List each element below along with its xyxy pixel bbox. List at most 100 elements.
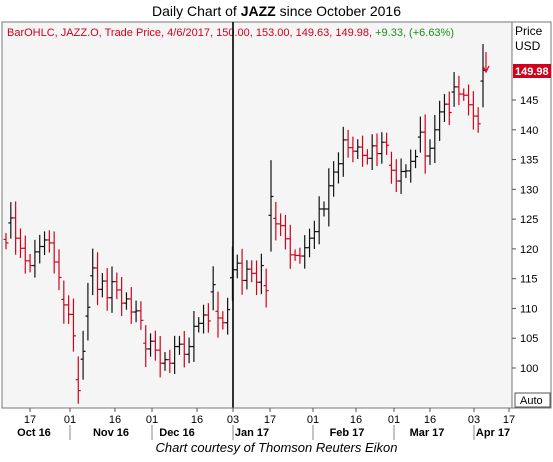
info-prefix: BarOHLC, JAZZ.O, Trade Price, 4/6/2017, … [7, 27, 375, 39]
chart-title: Daily Chart of JAZZ since October 2016 [0, 3, 553, 19]
y-tick-label: 140 [520, 125, 538, 137]
ohlc-bar [461, 88, 467, 101]
ohlc-bar [148, 333, 154, 357]
y-tick-label: 120 [520, 244, 538, 256]
title-prefix: Daily Chart of [152, 3, 241, 19]
x-tick-label: 16 [109, 414, 121, 426]
month-label: Dec 16 [159, 427, 194, 439]
ohlc-bar [210, 266, 216, 311]
ohlc-bar [109, 266, 115, 313]
ohlc-bar [95, 252, 101, 306]
ohlc-bar [56, 249, 62, 291]
ohlc-bar [181, 331, 187, 368]
info-change: +9.33, (+6.63%) [375, 27, 454, 39]
ohlc-bar [51, 231, 57, 274]
ohlc-bar [292, 249, 298, 261]
ohlc-bar [249, 260, 255, 283]
price-axis-label-2: USD [515, 39, 541, 53]
ohlc-bar [388, 151, 394, 184]
ohlc-bar [369, 134, 375, 171]
ohlc-bar [215, 291, 221, 338]
ohlc-bar [225, 297, 231, 335]
ohlc-bar [466, 84, 472, 116]
ohlc-bar [157, 335, 163, 378]
month-label: Apr 17 [476, 427, 510, 439]
ohlc-bar [417, 116, 423, 153]
auto-scale-button[interactable]: Auto [514, 392, 551, 408]
ohlc-bar [403, 164, 409, 179]
ohlc-bar [316, 196, 322, 245]
ohlc-bar [3, 232, 9, 250]
ohlc-bar [85, 282, 91, 341]
ohlc-bar [384, 132, 390, 155]
y-tick-label: 135 [520, 155, 538, 167]
y-tick-label: 110 [520, 303, 538, 315]
last-price-label: 149.98 [515, 66, 549, 78]
ohlc-bar [138, 301, 144, 330]
x-tick-label: 16 [424, 414, 436, 426]
ohlc-bar [133, 300, 139, 323]
ohlc-bar [282, 214, 288, 250]
last-bar-arrow [482, 52, 490, 74]
ohlc-bar [123, 292, 129, 310]
x-tick-label: 16 [191, 414, 203, 426]
ohlc-bar [201, 304, 207, 334]
ohlc-bar [408, 149, 414, 183]
ohlc-chart: Price USD BarOHLC, JAZZ.O, Trade Price, … [1, 21, 552, 440]
ohlc-bar [307, 228, 313, 258]
ohlc-bar [234, 254, 240, 279]
x-tick-label: 16 [350, 414, 362, 426]
x-tick-label: 01 [64, 414, 76, 426]
ohlc-bar [229, 246, 235, 301]
month-label: Nov 16 [93, 427, 129, 439]
ohlc-bar [176, 335, 182, 355]
info-line: BarOHLC, JAZZ.O, Trade Price, 4/6/2017, … [7, 27, 454, 39]
ohlc-bar [441, 94, 447, 122]
ohlc-bar [239, 248, 245, 295]
ohlc-bar [321, 201, 327, 217]
plot-area [1, 21, 513, 409]
title-ticker: JAZZ [240, 3, 276, 19]
ohlc-bar [42, 231, 48, 256]
price-bars [3, 44, 490, 404]
x-tick-label: 03 [227, 414, 239, 426]
ohlc-bar [258, 253, 264, 295]
month-label: Oct 16 [17, 427, 51, 439]
month-label: Jan 17 [235, 427, 269, 439]
ohlc-bar [119, 276, 125, 317]
ohlc-bar [152, 330, 158, 361]
ohlc-bar [143, 325, 149, 368]
ohlc-bar [475, 107, 481, 133]
x-tick-label: 03 [468, 414, 480, 426]
x-tick-label: 17 [503, 414, 515, 426]
ohlc-bar [27, 253, 33, 273]
ohlc-bar [335, 152, 341, 184]
ohlc-bar [22, 235, 28, 274]
ohlc-bar [172, 335, 178, 374]
ohlc-bar [413, 149, 419, 169]
ohlc-bar [66, 295, 72, 324]
ohlc-bar [374, 133, 380, 166]
y-tick-label: 100 [520, 363, 538, 375]
ohlc-bar [99, 273, 105, 298]
price-axis-panel [511, 21, 552, 409]
ohlc-bar [61, 280, 67, 324]
ohlc-bar [254, 260, 260, 296]
ohlc-bar [427, 139, 433, 165]
x-tick-label: 01 [146, 414, 158, 426]
ohlc-bar [244, 260, 250, 290]
ohlc-bar [75, 356, 81, 404]
ohlc-bar [340, 126, 346, 177]
ohlc-bar [331, 161, 337, 197]
title-suffix: since October 2016 [275, 3, 401, 19]
ohlc-bar [393, 159, 399, 193]
ohlc-bar [278, 213, 284, 237]
ohlc-bar [13, 201, 19, 255]
ohlc-bar [8, 202, 14, 239]
ohlc-bar [379, 132, 385, 164]
ohlc-bar [196, 317, 202, 333]
ohlc-bar [32, 239, 38, 278]
chart-credit: Chart courtesy of Thomson Reuters Eikon [155, 440, 398, 455]
x-tick-label: 01 [388, 414, 400, 426]
